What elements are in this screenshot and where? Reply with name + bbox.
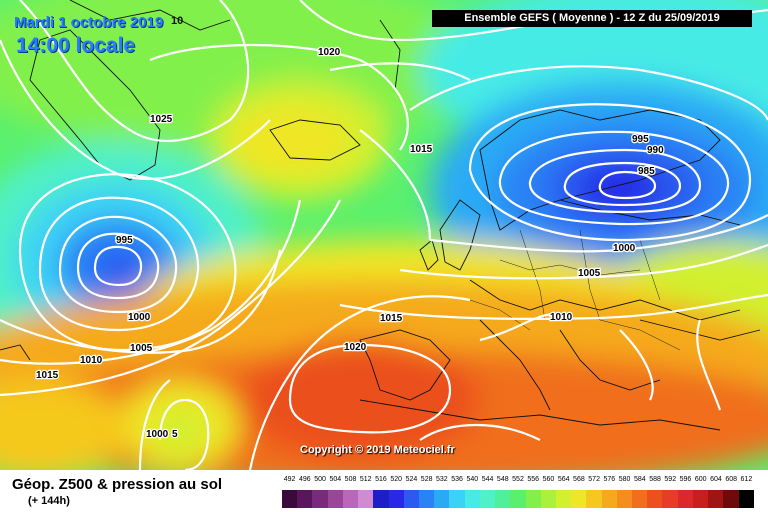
legend-tick-label: 576 <box>603 476 616 483</box>
isobar-label: 985 <box>638 166 655 177</box>
legend-tick-label: 564 <box>557 476 570 483</box>
legend-swatch <box>555 490 572 508</box>
isobar-label: 1020 <box>344 342 367 353</box>
forecast-map: 1020102510159959909851000100510109951000… <box>0 0 768 470</box>
legend-swatch <box>601 490 617 508</box>
isobar-label: 1015 <box>380 313 403 324</box>
legend-tick-label: 532 <box>436 476 448 483</box>
isobar-label: 1010 <box>80 355 103 366</box>
legend-tick-label: 596 <box>679 476 692 483</box>
legend-swatch <box>464 490 480 508</box>
isobar-label: 1000 <box>613 243 636 254</box>
legend-tick-label: 504 <box>329 476 342 483</box>
legend-tick-label: 588 <box>649 476 661 483</box>
legend-swatch <box>647 490 663 508</box>
legend-tick-label: 508 <box>344 476 357 483</box>
legend-swatch <box>342 490 359 508</box>
isobar-label: 1020 <box>318 47 341 58</box>
legend-tick-label: 580 <box>618 476 631 483</box>
legend-swatch <box>738 490 754 508</box>
legend-tick-label: 552 <box>512 476 524 483</box>
legend-tick-label: 600 <box>694 476 707 483</box>
legend-tick-label: 584 <box>633 476 646 483</box>
legend-tick-label: 592 <box>664 476 677 483</box>
legend-swatch <box>525 490 541 508</box>
legend-swatch <box>708 490 724 508</box>
isobar-label: 990 <box>647 145 664 156</box>
legend-swatch <box>418 490 435 508</box>
legend-tick-label: 560 <box>542 476 555 483</box>
legend-swatch <box>297 490 313 508</box>
isobar-labels: 1020102510159959909851000100510109951000… <box>35 46 666 442</box>
legend-swatch <box>282 490 298 508</box>
legend-tick-label: 556 <box>527 476 540 483</box>
isobar-label: 995 <box>116 235 133 246</box>
legend-tick-label: 492 <box>283 476 296 483</box>
legend-swatch <box>434 490 450 508</box>
legend-swatch <box>571 490 587 508</box>
coastlines <box>0 0 761 431</box>
legend-tick-label: 608 <box>725 476 737 483</box>
legend-tick-label: 500 <box>314 476 326 483</box>
footer-subtitle: (+ 144h) <box>28 495 70 507</box>
isobar-label: 1010 <box>550 312 573 323</box>
model-run-header: Ensemble GEFS ( Moyenne ) - 12 Z du 25/0… <box>432 10 752 27</box>
legend-bar <box>282 490 754 508</box>
legend-swatch <box>327 490 343 508</box>
legend-swatch <box>723 490 739 508</box>
legend-swatch <box>373 490 389 508</box>
forecast-date: Mardi 1 octobre 2019 <box>14 14 164 31</box>
legend-tick-label: 540 <box>466 476 479 483</box>
legend-tick-label: 604 <box>710 476 722 483</box>
footer-panel: Géop. Z500 & pression au sol (+ 144h) 49… <box>0 470 768 512</box>
legend-swatch <box>312 490 328 508</box>
legend-tick-label: 612 <box>740 476 753 483</box>
legend-tick-label: 528 <box>420 476 433 483</box>
legend-tick-label: 512 <box>359 476 372 483</box>
legend-tick-label: 524 <box>405 476 418 483</box>
legend-swatch <box>358 490 374 508</box>
forecast-time: 14:00 locale <box>16 34 136 57</box>
legend-tick-label: 536 <box>451 476 463 483</box>
legend-swatch <box>479 490 496 508</box>
legend-swatch <box>632 490 648 508</box>
legend-tick-label: 516 <box>375 476 387 483</box>
legend-swatch <box>616 490 633 508</box>
isobar-label: 1005 <box>130 343 153 354</box>
title-stub-label: 10 <box>171 15 184 27</box>
footer-title: Géop. Z500 & pression au sol <box>12 476 223 493</box>
legend-swatch <box>510 490 526 508</box>
legend-swatch <box>449 490 465 508</box>
legend-tick-label: 520 <box>390 476 403 483</box>
color-legend: 492 496 500 504 508 512 516 520 524 528 532 536 540 5… <box>282 476 754 512</box>
isobar-label: 1015 <box>36 370 59 381</box>
legend-tick-label: 544 <box>481 476 494 483</box>
isobar-label: 1005 <box>578 268 601 279</box>
legend-tick-label: 548 <box>496 476 509 483</box>
isobar-label: 5 <box>172 429 178 440</box>
legend-swatch <box>677 490 693 508</box>
legend-swatch <box>586 490 602 508</box>
legend-tick-label: 572 <box>588 476 600 483</box>
legend-swatch <box>692 490 709 508</box>
legend-swatch <box>495 490 511 508</box>
legend-swatch <box>540 490 556 508</box>
isobar-label: 1000 <box>128 312 151 323</box>
borders <box>469 229 681 351</box>
copyright-text: Copyright © 2019 Meteociel.fr <box>300 444 455 456</box>
isobar-label: 995 <box>632 134 649 145</box>
legend-swatch <box>662 490 678 508</box>
legend-tick-label: 568 <box>573 476 585 483</box>
legend-swatch <box>388 490 404 508</box>
legend-swatch <box>403 490 419 508</box>
legend-tick-label: 496 <box>298 476 311 483</box>
isobar-label: 1025 <box>150 114 173 125</box>
legend-labels: 492 496 500 504 508 512 516 520 524 528 532 536 540 5… <box>282 476 754 488</box>
isobar-label: 1015 <box>410 144 433 155</box>
isobar-label: 1000 <box>146 429 169 440</box>
